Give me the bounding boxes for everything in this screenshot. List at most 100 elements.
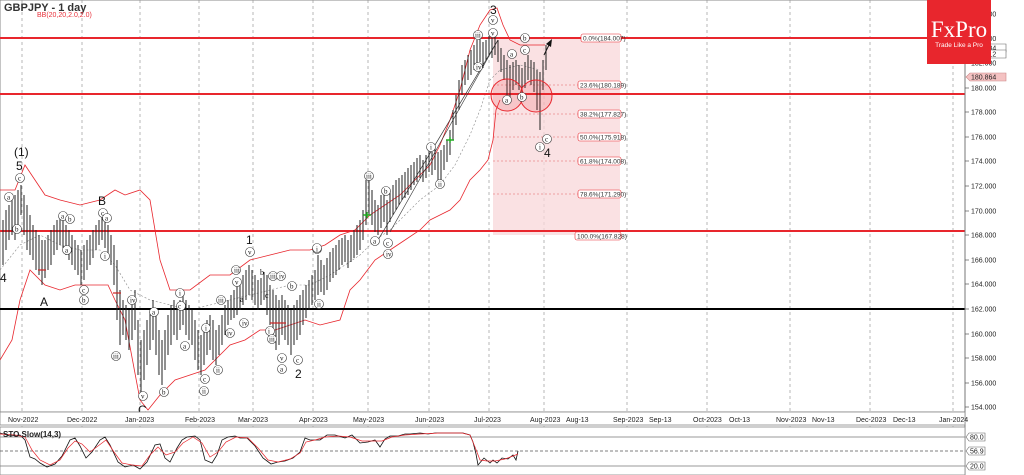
svg-text:c: c [18,175,21,183]
svg-text:iii: iii [218,297,224,305]
svg-text:a: a [510,51,514,59]
fxpro-logo: FxPro Trade Like a Pro [927,0,991,64]
stoch-d-line [0,432,519,467]
svg-text:a: a [280,366,284,374]
svg-text:b: b [15,226,19,234]
svg-text:176.000: 176.000 [971,135,996,142]
svg-text:b: b [82,297,86,305]
chart-title: GBPJPY - 1 day [4,2,87,14]
svg-text:iv: iv [242,320,248,328]
svg-text:b: b [384,188,388,196]
svg-text:c: c [203,376,206,384]
svg-text:1: 1 [246,233,253,247]
logo-brand: FxPro [930,17,988,42]
svg-text:C: C [138,403,147,417]
svg-text:b: b [290,283,294,291]
svg-text:20.0: 20.0 [970,464,984,471]
svg-text:a: a [152,309,156,317]
svg-text:158.000: 158.000 [971,356,996,363]
svg-text:4: 4 [544,146,551,160]
svg-text:b: b [260,268,264,277]
svg-text:Mar-2023: Mar-2023 [238,417,268,424]
svg-text:v: v [491,17,495,25]
svg-text:160.000: 160.000 [971,332,996,339]
svg-text:c: c [545,136,548,144]
svg-text:iv: iv [130,297,136,305]
svg-text:c: c [178,303,181,311]
price-axis-ticks [965,13,969,408]
wave-labels-major: (1) 5 4 A B C 1 2 3 4 [0,3,551,417]
svg-text:iii: iii [366,173,372,181]
svg-text:b: b [523,35,527,43]
svg-text:Dec-13: Dec-13 [893,417,916,424]
svg-text:v: v [141,393,145,401]
svg-text:174.000: 174.000 [971,159,996,166]
svg-text:Jan-2024: Jan-2024 [939,417,968,424]
svg-text:a: a [505,97,509,105]
vertical-gridlines [21,0,954,475]
time-axis-labels: Nov-2022 Dec-2022 Jan-2023 Feb-2023 Mar-… [8,417,968,424]
svg-text:180.864: 180.864 [971,75,996,82]
svg-text:172.000: 172.000 [971,184,996,191]
svg-text:i: i [539,144,541,152]
signal-markers [38,137,454,324]
svg-text:5: 5 [16,159,23,173]
svg-text:182.000: 182.000 [971,61,996,68]
svg-text:80.0: 80.0 [970,435,984,442]
svg-text:Oct-13: Oct-13 [729,417,750,424]
svg-text:c: c [265,291,269,300]
svg-text:56.9: 56.9 [970,449,984,456]
trend-line-2 [389,39,499,233]
svg-text:0.0%(184.007): 0.0%(184.007) [583,36,626,43]
svg-text:Dec-2023: Dec-2023 [856,417,886,424]
svg-text:170.000: 170.000 [971,209,996,216]
trend-line [377,39,499,241]
svg-text:c: c [101,210,104,218]
svg-text:iii: iii [234,267,240,275]
svg-text:iii: iii [270,273,276,281]
svg-text:v: v [491,30,495,38]
svg-text:Sep-2023: Sep-2023 [613,417,643,424]
svg-text:Jun-2023: Jun-2023 [415,417,444,424]
svg-text:100.0%(167.828): 100.0%(167.828) [577,234,627,241]
svg-text:i: i [179,290,181,298]
svg-text:c: c [82,287,85,295]
svg-text:Feb-2023: Feb-2023 [185,417,215,424]
svg-text:3: 3 [490,3,497,17]
svg-text:ii: ii [438,181,442,189]
svg-text:23.6%(180.189): 23.6%(180.189) [580,83,626,90]
svg-text:b: b [68,216,72,224]
svg-text:a: a [373,238,377,246]
svg-text:iv: iv [279,273,285,281]
svg-text:c: c [386,240,389,248]
svg-text:i: i [430,144,432,152]
svg-text:i: i [316,246,318,254]
svg-text:Jan-2023: Jan-2023 [125,417,154,424]
svg-text:v: v [235,279,239,287]
svg-text:a: a [7,194,11,202]
svg-text:Sep-13: Sep-13 [649,417,672,424]
svg-text:iv: iv [386,251,392,259]
svg-text:Nov-2022: Nov-2022 [8,417,38,424]
svg-text:156.000: 156.000 [971,381,996,388]
svg-text:b: b [520,94,524,102]
svg-text:iii: iii [475,32,481,40]
svg-text:b: b [162,389,166,397]
svg-text:Apr-2023: Apr-2023 [299,417,328,424]
svg-text:164.000: 164.000 [971,282,996,289]
wave-labels-minor [4,15,552,401]
svg-text:iv: iv [476,64,482,72]
svg-text:4: 4 [0,271,7,285]
svg-text:154.000: 154.000 [971,405,996,412]
indicator-label: BB(20,20,2.0,2.0) [37,12,92,19]
svg-text:iii: iii [113,353,119,361]
svg-text:61.8%(174.008): 61.8%(174.008) [580,159,626,166]
svg-text:162.000: 162.000 [971,307,996,314]
svg-text:180.000: 180.000 [971,86,996,93]
svg-text:c: c [523,47,526,55]
svg-text:B: B [98,194,106,208]
time-axis [0,411,966,426]
arrow-head-icon [546,39,552,47]
svg-text:168.000: 168.000 [971,233,996,240]
svg-text:166.000: 166.000 [971,258,996,265]
